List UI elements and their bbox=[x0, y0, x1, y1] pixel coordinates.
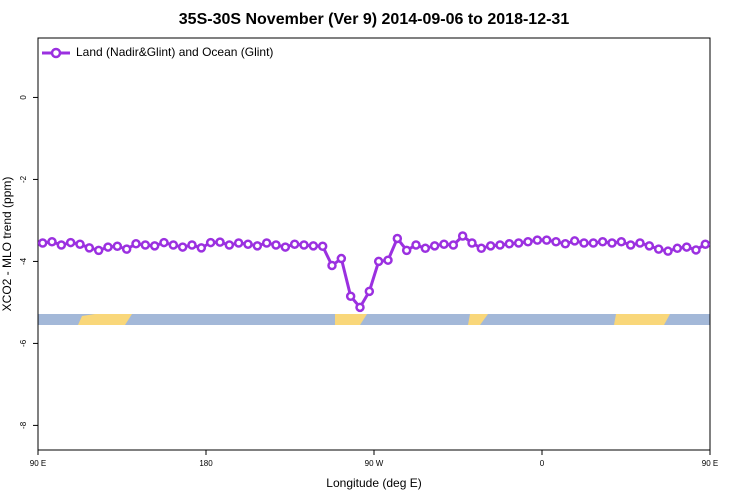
data-point bbox=[420, 243, 431, 254]
data-point bbox=[252, 241, 263, 251]
data-point bbox=[513, 238, 524, 248]
data-point bbox=[392, 233, 403, 244]
data-point bbox=[289, 239, 300, 249]
data-point bbox=[84, 243, 95, 253]
x-tick-label: 90 E bbox=[30, 459, 46, 468]
legend-marker bbox=[50, 47, 62, 59]
data-point bbox=[224, 240, 235, 250]
data-point bbox=[93, 245, 104, 256]
data-point bbox=[345, 291, 356, 302]
data-point bbox=[243, 239, 253, 249]
data-point bbox=[121, 244, 132, 254]
data-point bbox=[411, 240, 421, 250]
data-point bbox=[140, 240, 151, 250]
data-point bbox=[485, 241, 496, 251]
data-point bbox=[429, 241, 440, 251]
data-point bbox=[131, 239, 141, 249]
data-point bbox=[336, 253, 347, 264]
data-point bbox=[663, 246, 673, 256]
data-point bbox=[261, 238, 272, 248]
data-point bbox=[177, 242, 188, 252]
data-point bbox=[205, 237, 216, 248]
data-point bbox=[700, 239, 711, 249]
data-point bbox=[149, 241, 160, 251]
data-point bbox=[653, 244, 664, 254]
data-point bbox=[569, 236, 580, 246]
data-point bbox=[457, 231, 468, 241]
data-point bbox=[355, 302, 365, 313]
data-point bbox=[65, 237, 76, 248]
data-point bbox=[187, 240, 197, 250]
y-tick-label: -4 bbox=[19, 257, 28, 265]
data-point bbox=[467, 238, 477, 248]
chart-title: 35S-30S November (Ver 9) 2014-09-06 to 2… bbox=[179, 11, 570, 28]
data-point bbox=[37, 238, 48, 248]
data-point bbox=[541, 235, 552, 245]
data-point bbox=[551, 236, 561, 247]
data-point bbox=[75, 239, 85, 249]
data-point bbox=[439, 239, 449, 249]
data-point bbox=[495, 240, 505, 250]
data-point bbox=[616, 236, 627, 247]
data-point bbox=[625, 240, 636, 250]
data-point bbox=[233, 238, 244, 248]
data-point bbox=[196, 243, 207, 253]
data-point bbox=[47, 236, 57, 247]
data-point bbox=[504, 239, 515, 249]
data-point bbox=[523, 236, 533, 247]
data-point bbox=[401, 245, 412, 256]
data-point bbox=[476, 243, 487, 254]
x-tick-label: 90 W bbox=[365, 459, 384, 468]
data-point bbox=[327, 260, 337, 271]
data-point bbox=[299, 240, 309, 250]
data-point bbox=[159, 237, 169, 248]
data-point bbox=[691, 245, 701, 255]
data-point bbox=[644, 241, 655, 251]
data-point bbox=[383, 255, 393, 265]
data-point bbox=[681, 242, 692, 252]
data-point bbox=[579, 238, 589, 248]
data-point bbox=[672, 243, 683, 254]
y-tick-label: -6 bbox=[19, 339, 28, 347]
data-point bbox=[280, 242, 291, 252]
data-point bbox=[560, 239, 571, 249]
data-point bbox=[56, 240, 67, 250]
data-point bbox=[597, 236, 608, 247]
y-axis-label: XCO2 - MLO trend (ppm) bbox=[0, 177, 14, 312]
y-tick-label: -8 bbox=[19, 421, 28, 429]
data-point bbox=[215, 237, 225, 247]
data-point bbox=[373, 256, 384, 267]
data-point bbox=[448, 240, 459, 250]
x-axis-label: Longitude (deg E) bbox=[326, 476, 421, 490]
data-point bbox=[271, 240, 281, 250]
x-tick-label: 0 bbox=[540, 459, 545, 468]
map-strip bbox=[38, 314, 710, 325]
data-point bbox=[588, 238, 599, 248]
data-point bbox=[317, 241, 328, 252]
x-tick-label: 90 E bbox=[702, 459, 718, 468]
legend-label: Land (Nadir&Glint) and Ocean (Glint) bbox=[76, 45, 273, 59]
data-point bbox=[308, 241, 319, 251]
data-point bbox=[168, 240, 179, 250]
data-point bbox=[607, 238, 617, 248]
data-point bbox=[364, 286, 375, 297]
data-point bbox=[103, 242, 113, 252]
data-point bbox=[532, 235, 543, 245]
y-tick-label: 0 bbox=[19, 95, 28, 100]
x-tick-label: 180 bbox=[199, 459, 213, 468]
data-point bbox=[112, 241, 123, 252]
y-tick-label: -2 bbox=[19, 175, 28, 183]
data-point bbox=[635, 238, 645, 248]
